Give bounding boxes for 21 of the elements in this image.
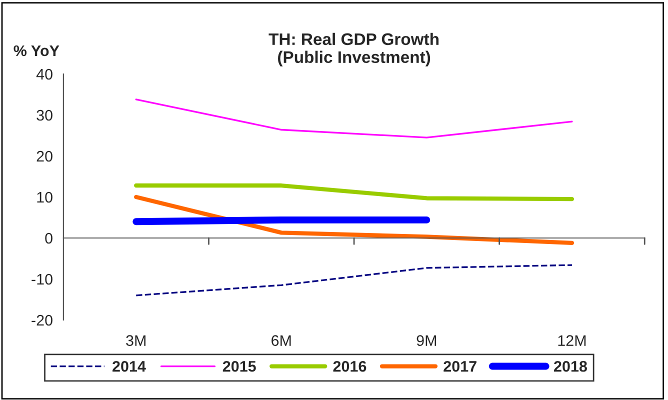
x-tick-label: 9M [416,335,436,346]
line-series [135,264,573,296]
y-tick-label: -10 [32,274,52,285]
y-tick-label: 30 [36,110,52,121]
y-axis-title: % YoY [14,45,60,56]
chart-title: TH: Real GDP Growth (Public Investment) [268,32,439,66]
x-tick-label: 12M [558,335,586,346]
line-series [134,194,574,246]
y-tick-label: 20 [36,150,52,162]
line-series [135,98,573,138]
x-tick-label: 3M [126,335,146,346]
y-tick-label: 10 [37,192,52,203]
legend-label: 2017 [444,360,476,372]
y-tick-label: 40 [36,68,52,80]
y-tick-label: 0 [45,232,52,244]
legend-label: 2018 [554,360,587,372]
y-tick-label: -20 [32,314,52,326]
legend-label: 2015 [222,360,256,372]
x-tick-label: 6M [272,335,291,346]
legend-label: 2014 [112,360,146,372]
legend-label: 2016 [333,360,366,372]
